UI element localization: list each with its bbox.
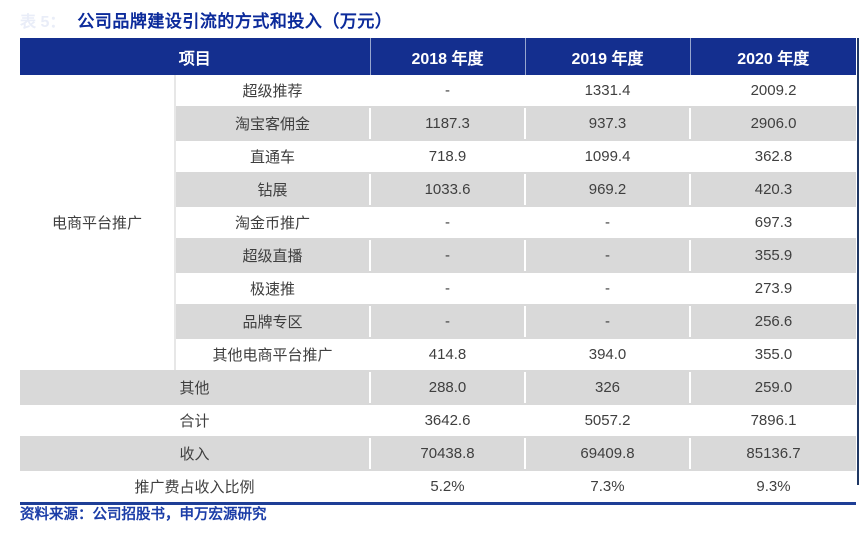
cell-value-2020: 256.6 <box>689 305 857 339</box>
cell-value-2018: 288.0 <box>369 371 526 405</box>
cell-value-2018: - <box>369 75 526 108</box>
cell-summary-name: 合计 <box>20 404 371 438</box>
cell-value-2019: - <box>524 206 691 240</box>
cell-value-2020: 2009.2 <box>689 75 857 108</box>
cell-value-2019: 326 <box>524 371 691 405</box>
cell-value-2019: 7.3% <box>524 470 691 504</box>
cell-item-name: 钻展 <box>175 173 371 207</box>
table-title: 公司品牌建设引流的方式和投入（万元） <box>77 12 393 31</box>
cell-value-2020: 355.0 <box>689 338 857 372</box>
header-cell-2018: 2018 年度 <box>369 38 526 75</box>
cell-value-2018: 70438.8 <box>369 437 526 471</box>
cell-value-2020: 2906.0 <box>689 107 857 141</box>
cell-summary-name: 收入 <box>20 437 371 471</box>
table-row: 超级直播 - - 355.9 <box>20 239 857 273</box>
cell-item-name: 超级推荐 <box>173 75 371 108</box>
cell-value-2018: 5.2% <box>369 470 526 504</box>
cell-value-2019: 1099.4 <box>524 140 691 174</box>
brand-investment-table: 项目 2018 年度 2019 年度 2020 年度 电商平台推广 超级推荐 -… <box>20 38 857 505</box>
data-table-container: 项目 2018 年度 2019 年度 2020 年度 电商平台推广 超级推荐 -… <box>20 38 857 505</box>
cell-value-2020: 9.3% <box>689 470 857 504</box>
group-label-cell: 电商平台推广 <box>20 75 176 372</box>
table-row: 电商平台推广 超级推荐 - 1331.4 2009.2 <box>20 75 857 372</box>
table-row: 直通车 718.9 1099.4 362.8 <box>20 140 857 174</box>
cell-item-name: 超级直播 <box>175 239 371 273</box>
cell-value-2018: - <box>369 239 526 273</box>
header-cell-2020: 2020 年度 <box>689 38 857 75</box>
cell-summary-name: 推广费占收入比例 <box>134 479 255 496</box>
table-row: 极速推 - - 273.9 <box>20 272 857 306</box>
cell-value-2018: 1187.3 <box>369 107 526 141</box>
cell-value-2019: 1331.4 <box>524 75 691 108</box>
cell-value-2018: - <box>369 272 526 306</box>
cell-value-2019: 69409.8 <box>524 437 691 471</box>
table-row-summary: 推广费占收入比例 5.2% 7.3% 9.3% <box>20 470 857 504</box>
cell-item-name: 品牌专区 <box>175 305 371 339</box>
cell-value-2019: - <box>524 239 691 273</box>
cell-item-name: 淘宝客佣金 <box>175 107 371 141</box>
cell-item-name: 直通车 <box>175 140 371 174</box>
cell-item-name: 淘金币推广 <box>175 206 371 240</box>
cell-value-2018: - <box>369 305 526 339</box>
cell-value-2019: - <box>524 305 691 339</box>
cell-value-2018: - <box>369 206 526 240</box>
cell-value-2020: 85136.7 <box>689 437 857 471</box>
cell-value-2019: 969.2 <box>524 173 691 207</box>
cell-value-2020: 420.3 <box>689 173 857 207</box>
table-row-summary: 合计 3642.6 5057.2 7896.1 <box>20 404 857 438</box>
cell-value-2020: 362.8 <box>689 140 857 174</box>
table-row: 钻展 1033.6 969.2 420.3 <box>20 173 857 207</box>
cell-value-2018: 414.8 <box>369 338 526 372</box>
cell-value-2018: 718.9 <box>369 140 526 174</box>
cell-value-2020: 7896.1 <box>689 404 857 438</box>
table-row: 品牌专区 - - 256.6 <box>20 305 857 339</box>
cell-value-2018: 3642.6 <box>369 404 526 438</box>
table-row: 淘金币推广 - - 697.3 <box>20 206 857 240</box>
cell-value-2019: - <box>524 272 691 306</box>
cell-value-2020: 259.0 <box>689 371 857 405</box>
source-note: 资料来源：公司招股书，申万宏源研究 <box>20 507 267 523</box>
cell-value-2020: 355.9 <box>689 239 857 273</box>
cell-value-2018: 1033.6 <box>369 173 526 207</box>
table-row-summary: 收入 70438.8 69409.8 85136.7 <box>20 437 857 471</box>
cell-value-2020: 697.3 <box>689 206 857 240</box>
cell-value-2020: 273.9 <box>689 272 857 306</box>
cell-summary-name: 其他 <box>20 371 371 405</box>
header-cell-2019: 2019 年度 <box>524 38 691 75</box>
table-number-label: 表 5： <box>20 14 66 31</box>
table-row: 其他电商平台推广 414.8 394.0 355.0 <box>20 338 857 372</box>
header-cell-project: 项目 <box>20 38 371 75</box>
page-column-rule <box>857 38 859 485</box>
table-header-line: 表 5： 公司品牌建设引流的方式和投入（万元） <box>20 7 392 32</box>
cell-value-2019: 5057.2 <box>524 404 691 438</box>
cell-item-name: 其他电商平台推广 <box>175 338 371 372</box>
cell-value-2019: 937.3 <box>524 107 691 141</box>
table-row-summary: 其他 288.0 326 259.0 <box>20 371 857 405</box>
cell-value-2019: 394.0 <box>524 338 691 372</box>
cell-item-name: 极速推 <box>175 272 371 306</box>
table-row: 淘宝客佣金 1187.3 937.3 2906.0 <box>20 107 857 141</box>
header-row: 项目 2018 年度 2019 年度 2020 年度 <box>20 38 857 75</box>
